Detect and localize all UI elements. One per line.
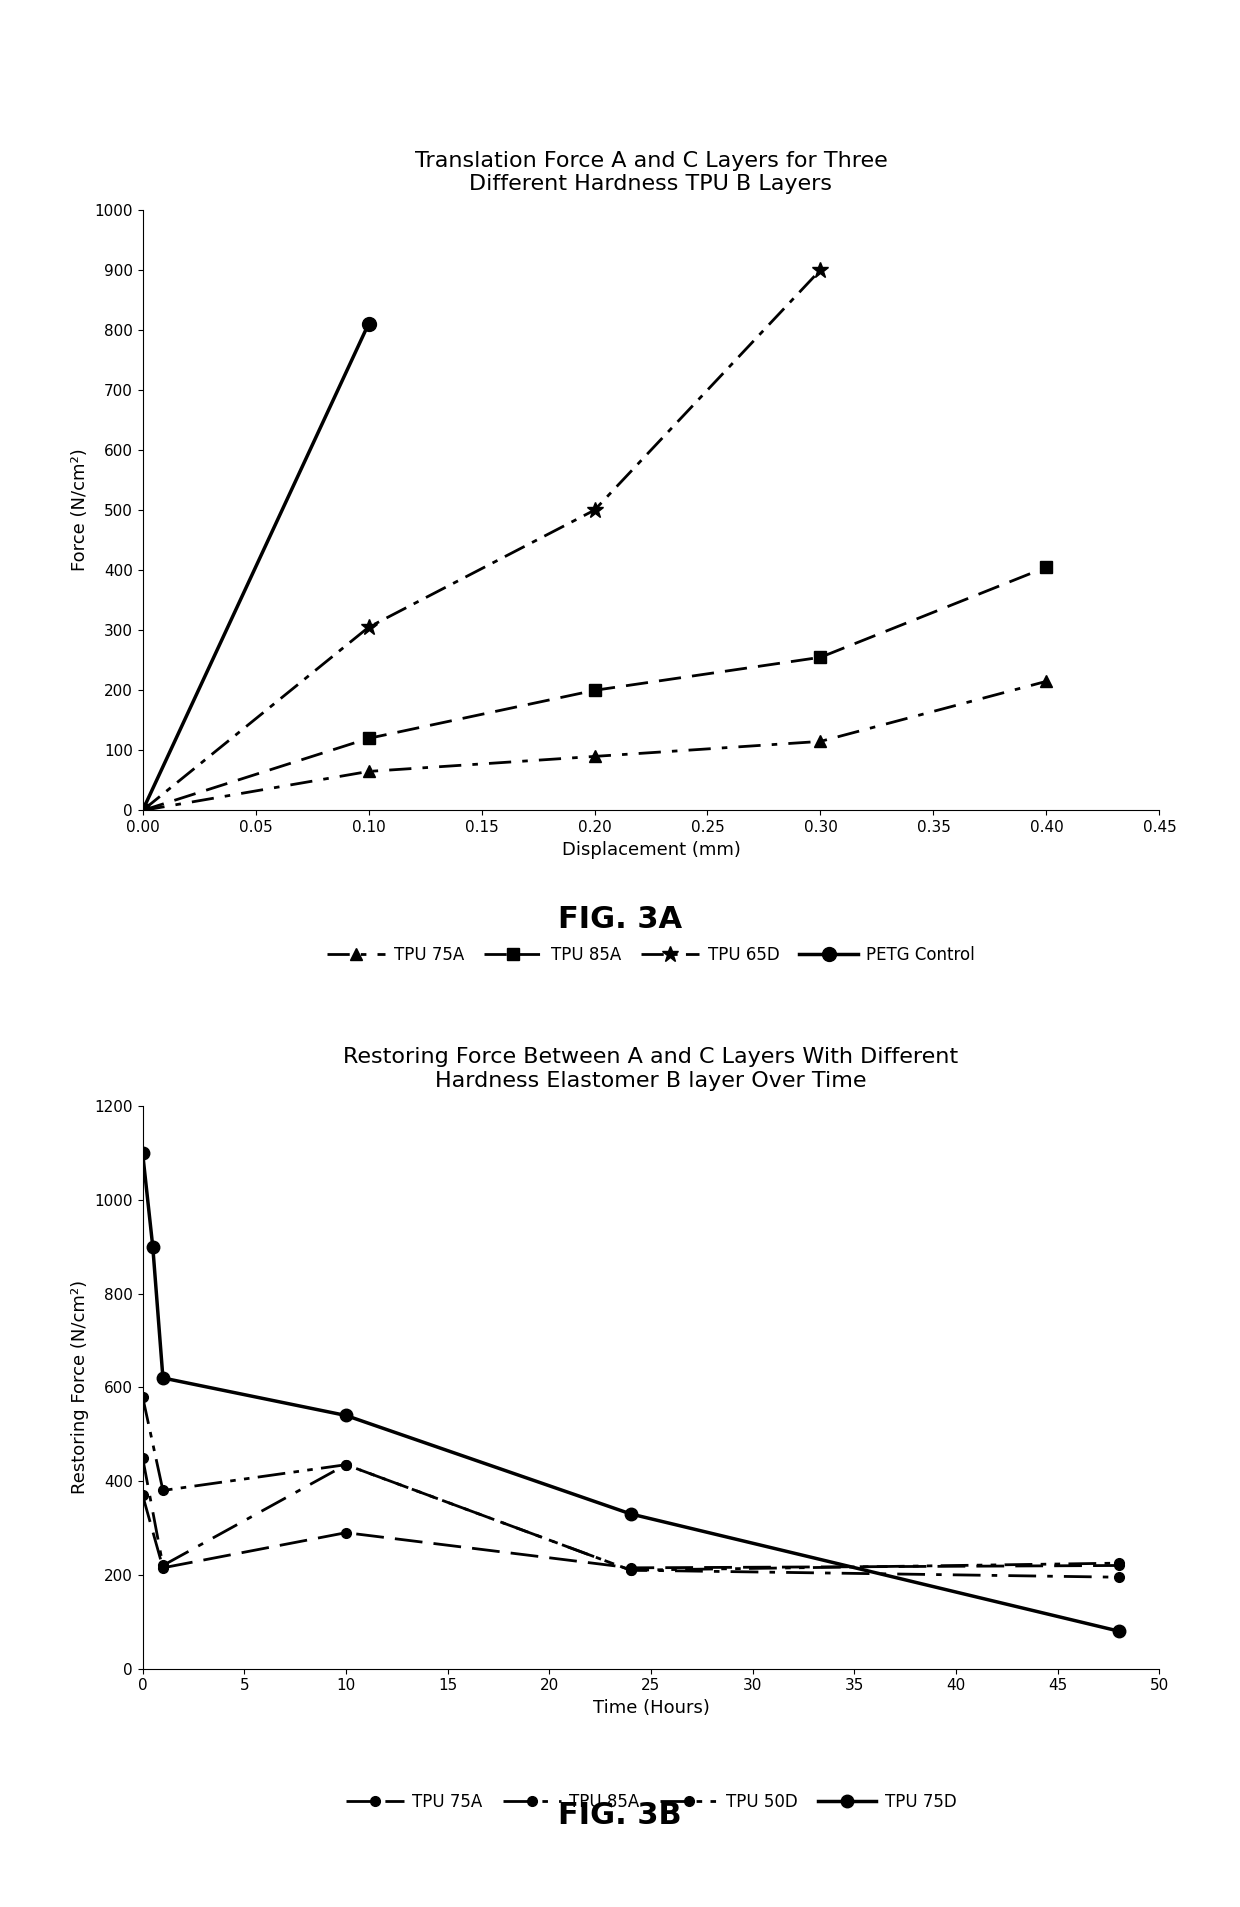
Title: Translation Force A and C Layers for Three
Different Hardness TPU B Layers: Translation Force A and C Layers for Thr… — [414, 151, 888, 195]
X-axis label: Time (Hours): Time (Hours) — [593, 1699, 709, 1716]
Text: FIG. 3A: FIG. 3A — [558, 904, 682, 934]
Legend: TPU 75A, TPU 85A, TPU 65D, PETG Control: TPU 75A, TPU 85A, TPU 65D, PETG Control — [320, 938, 982, 971]
Title: Restoring Force Between A and C Layers With Different
Hardness Elastomer B layer: Restoring Force Between A and C Layers W… — [343, 1047, 959, 1091]
Y-axis label: Restoring Force (N/cm²): Restoring Force (N/cm²) — [71, 1280, 89, 1495]
Y-axis label: Force (N/cm²): Force (N/cm²) — [71, 448, 89, 572]
Legend: TPU 75A, TPU 85A, TPU 50D, TPU 75D: TPU 75A, TPU 85A, TPU 50D, TPU 75D — [339, 1787, 963, 1817]
Text: FIG. 3B: FIG. 3B — [558, 1800, 682, 1831]
X-axis label: Displacement (mm): Displacement (mm) — [562, 841, 740, 858]
